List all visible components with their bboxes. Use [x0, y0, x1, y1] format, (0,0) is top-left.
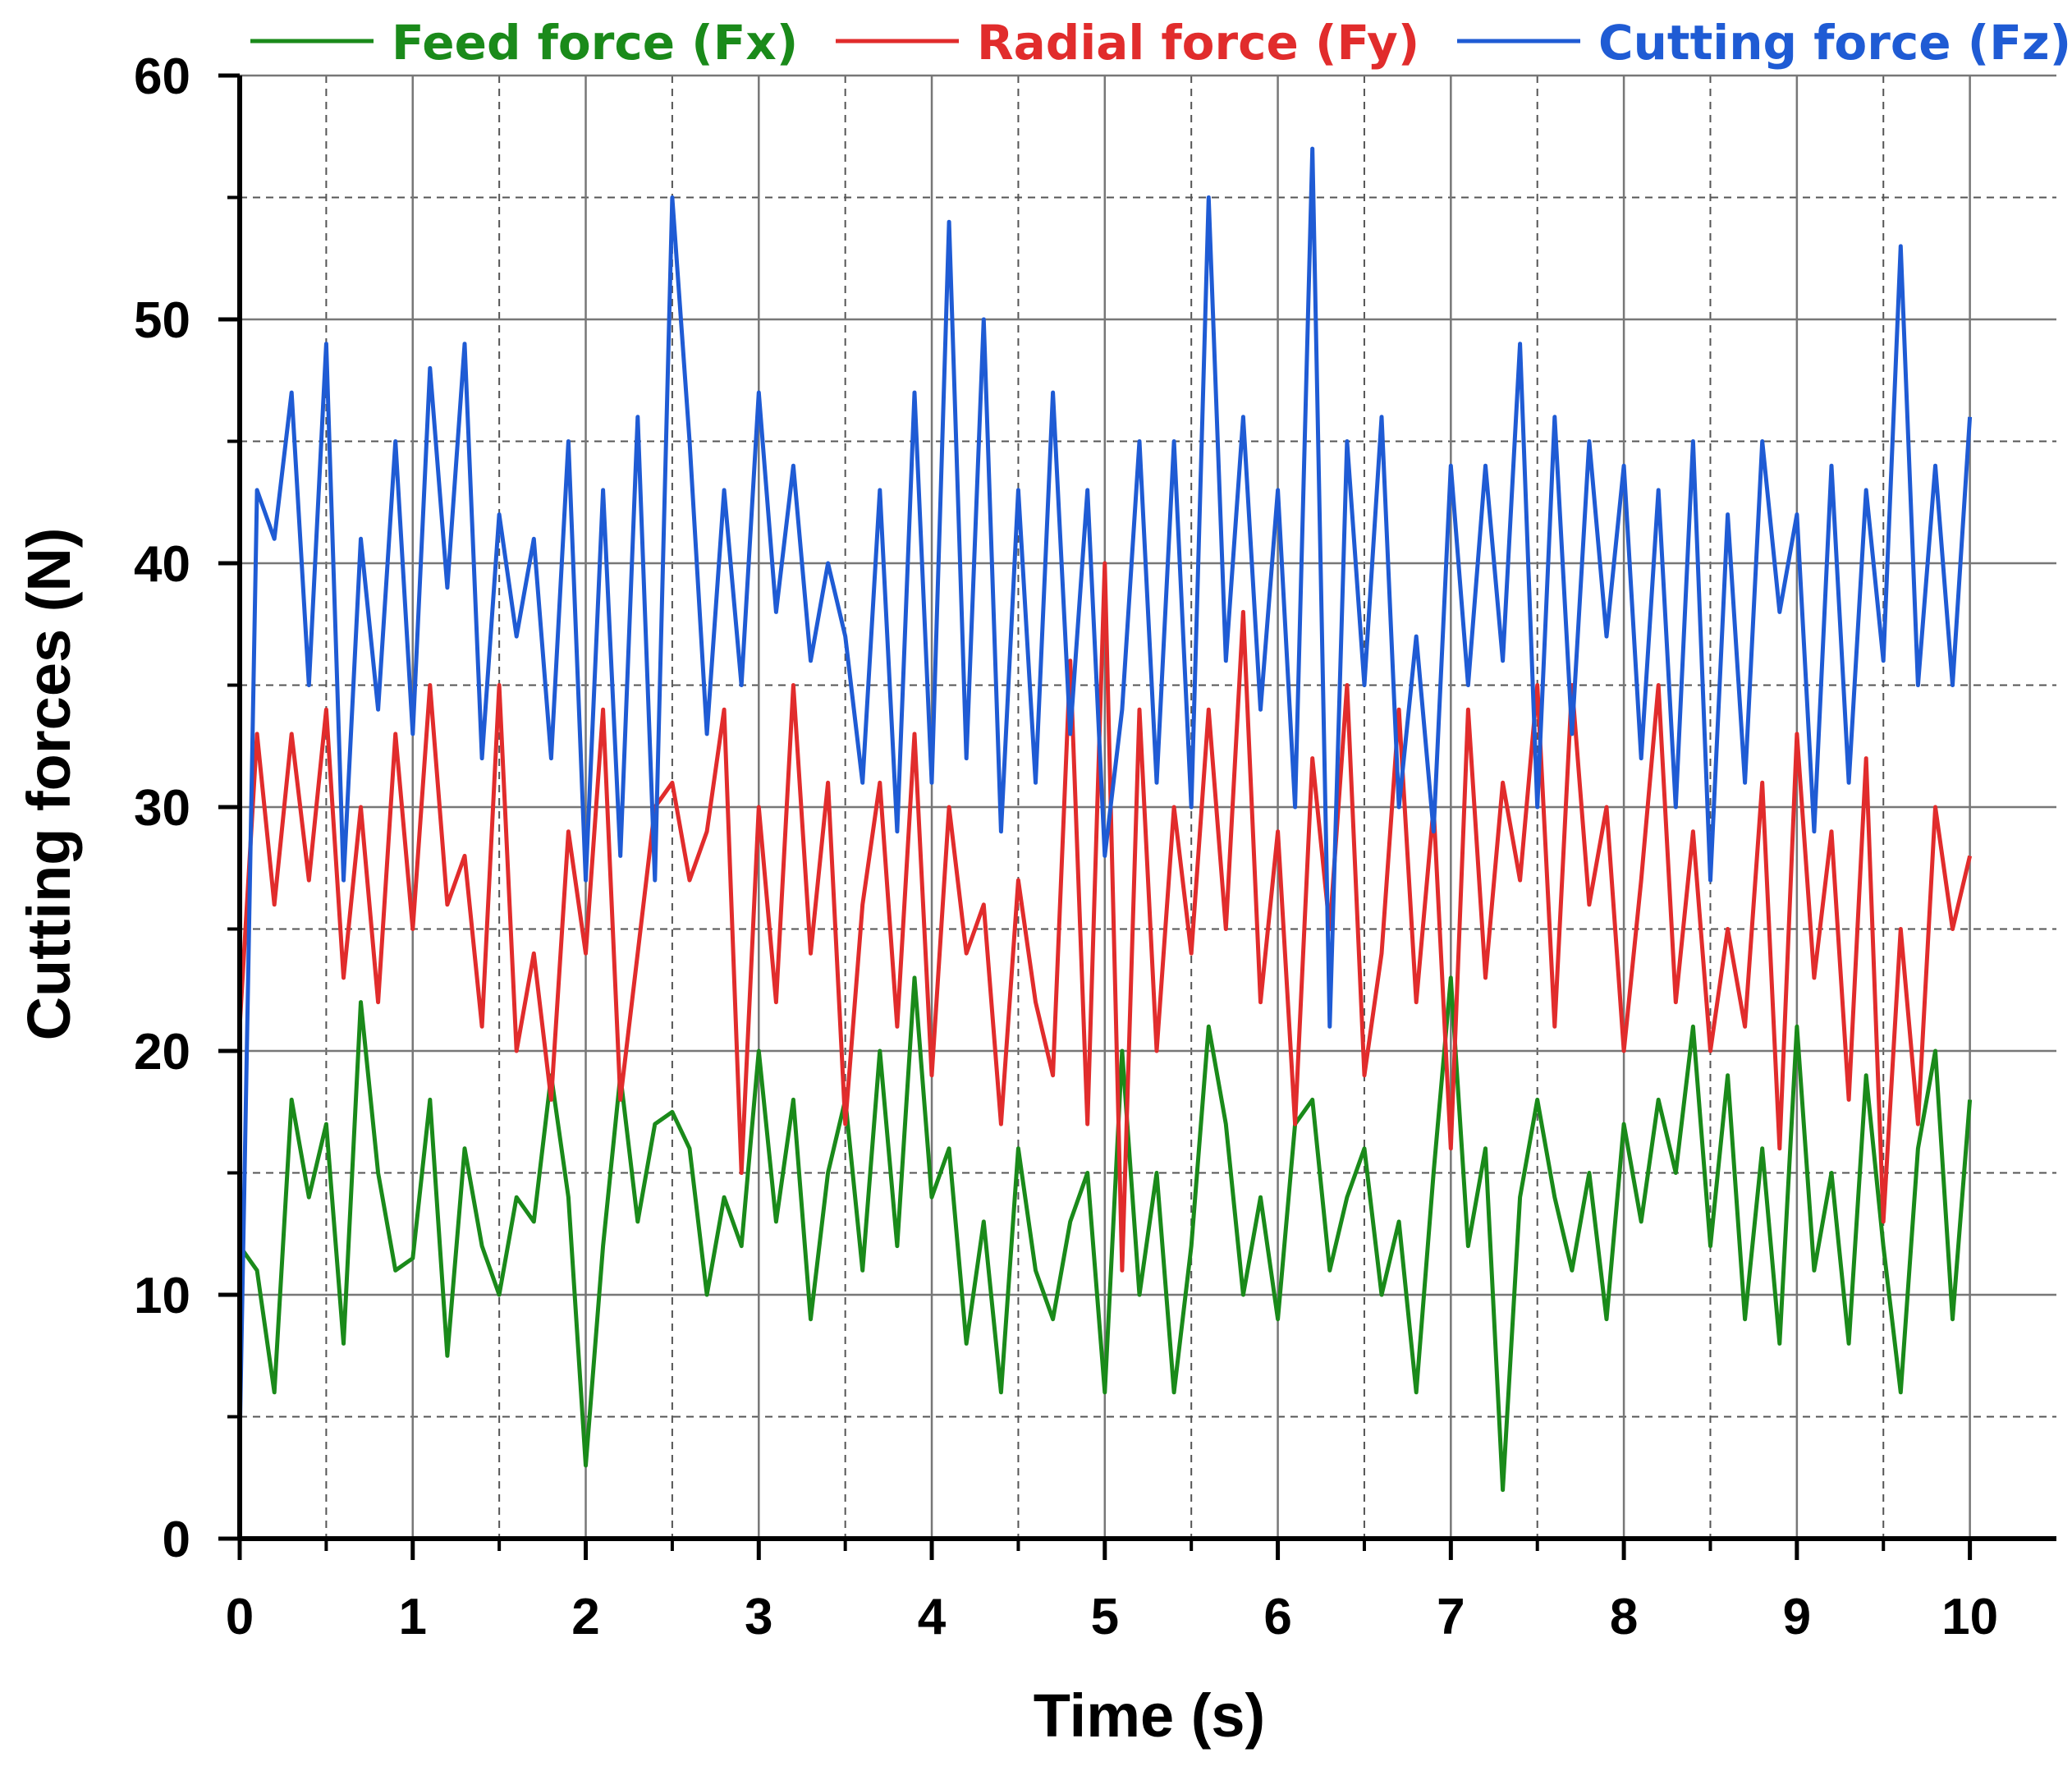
- legend: Feed force (Fx) Radial force (Fy) Cutting …: [250, 15, 2071, 71]
- y-tick-label: 0: [163, 1512, 190, 1568]
- series-line-1: [237, 975, 1973, 1493]
- x-tick-label: 3: [745, 1589, 772, 1645]
- x-tick-label: 2: [571, 1589, 599, 1645]
- x-axis-title: Time (s): [1034, 1682, 1265, 1750]
- x-tick-labels: 0 1 2 3 4 5 6 7 8 9 10: [226, 1589, 1998, 1645]
- x-tick-label: 10: [1941, 1589, 1998, 1645]
- x-tick-label: 8: [1610, 1589, 1638, 1645]
- series-line-3: [237, 146, 1973, 1442]
- legend-label-2: Radial force (Fy): [977, 15, 1419, 71]
- y-tick-label: 30: [134, 780, 190, 837]
- y-tick-label: 20: [134, 1024, 190, 1080]
- y-tick-label: 40: [134, 536, 190, 593]
- y-tick-label: 50: [134, 292, 190, 349]
- y-axis-title: Cutting forces (N): [15, 528, 83, 1041]
- x-tick-label: 1: [399, 1589, 427, 1645]
- y-tick-labels: 0 10 20 30 40 50 60: [134, 48, 190, 1568]
- grid-lines: [240, 74, 2056, 1539]
- y-tick-label: 60: [134, 48, 190, 105]
- axes: [218, 73, 2056, 1560]
- x-tick-label: 0: [226, 1589, 254, 1645]
- series-line-2: [237, 561, 1973, 1273]
- x-tick-label: 4: [918, 1589, 947, 1645]
- legend-label-3: Cutting force (Fz): [1598, 15, 2071, 71]
- x-tick-label: 7: [1437, 1589, 1465, 1645]
- x-tick-label: 6: [1263, 1589, 1291, 1645]
- legend-label-1: Feed force (Fx): [392, 15, 798, 71]
- series-lines: [237, 146, 1973, 1493]
- x-tick-label: 9: [1783, 1589, 1811, 1645]
- x-tick-label: 5: [1091, 1589, 1119, 1645]
- y-tick-label: 10: [134, 1268, 190, 1324]
